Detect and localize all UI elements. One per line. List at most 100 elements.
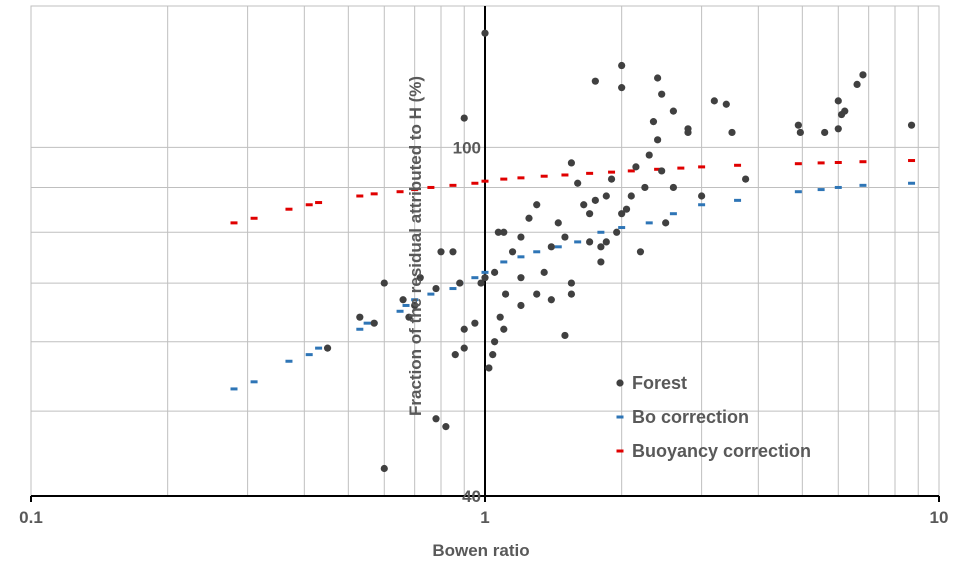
x-tick-label: 0.1 [19, 508, 43, 527]
forest-point [632, 163, 640, 171]
forest-point [574, 179, 582, 187]
forest-point [622, 205, 631, 213]
axes [30, 6, 940, 502]
forest-point [658, 167, 666, 175]
forest-point [567, 290, 576, 298]
forest-point [618, 210, 626, 218]
forest-point [662, 219, 670, 227]
forest-point [580, 201, 588, 209]
forest-point [669, 183, 677, 192]
forest-point [796, 128, 804, 137]
forest-point [501, 290, 510, 298]
forest-point [399, 296, 407, 304]
forest-point [834, 125, 842, 133]
forest-point [481, 29, 489, 37]
forest-point [837, 110, 846, 119]
forest-point [613, 228, 621, 236]
forest-point [658, 90, 666, 98]
legend-label-buoyancy-correction: Buoyancy correction [632, 441, 811, 461]
forest-point [432, 415, 440, 423]
forest-point [477, 279, 485, 287]
forest-point [500, 228, 508, 236]
forest-point [561, 233, 569, 241]
forest-point [654, 74, 662, 82]
forest-point [416, 274, 424, 282]
forest-point [370, 319, 378, 327]
forest-point [567, 159, 576, 167]
y-axis-title: Fraction of the residual attributed to H… [406, 76, 425, 416]
forest-point [533, 201, 541, 209]
forest-point [669, 107, 677, 115]
forest-point [451, 351, 459, 359]
legend: Forest Bo correction Buoyancy correction [616, 373, 811, 461]
forest-point [607, 175, 616, 183]
forest-point [491, 268, 499, 276]
forest-point [561, 331, 569, 340]
tick-labels: 0.1 1 10 40 100 [19, 138, 948, 527]
legend-marker-forest [616, 379, 624, 387]
forest-point [411, 301, 419, 310]
legend-label-bo-correction: Bo correction [632, 407, 749, 427]
forest-point [380, 464, 388, 473]
forest-point [591, 196, 599, 204]
forest-point [460, 325, 468, 333]
forest-point [567, 279, 576, 287]
forest-point [323, 344, 332, 352]
forest-point [432, 284, 440, 293]
forest-point [496, 313, 504, 321]
forest-point [586, 238, 594, 246]
forest-point [602, 238, 610, 246]
forest-point [460, 114, 468, 122]
forest-point [586, 210, 594, 218]
forest-point [859, 71, 867, 79]
series-bo-correction [230, 181, 916, 391]
x-tick-label: 10 [930, 508, 949, 527]
forest-point [547, 296, 555, 304]
forest-point [437, 248, 445, 256]
legend-label-forest: Forest [632, 373, 687, 393]
forest-point [449, 248, 457, 256]
forest-point [636, 248, 645, 256]
series-forest [323, 29, 916, 473]
chart-marks [230, 29, 916, 473]
forest-point [494, 228, 502, 236]
forest-point [508, 248, 517, 256]
forest-point [627, 192, 635, 200]
forest-point [547, 243, 555, 251]
forest-point [517, 233, 525, 241]
forest-point [853, 80, 861, 88]
forest-point [525, 214, 533, 222]
forest-point [540, 268, 548, 276]
forest-point [597, 258, 605, 266]
forest-point [649, 118, 658, 126]
forest-point [722, 100, 730, 108]
forest-point [834, 97, 842, 105]
forest-point [821, 128, 829, 137]
forest-point [591, 77, 599, 85]
forest-point [554, 219, 562, 227]
forest-point [710, 97, 718, 105]
forest-point [517, 301, 525, 310]
forest-point [684, 125, 692, 133]
y-tick-label: 40 [462, 487, 481, 506]
forest-point [405, 313, 413, 321]
y-tick-label: 100 [453, 138, 481, 157]
forest-point [481, 274, 489, 282]
forest-point [485, 364, 493, 372]
forest-point [456, 279, 464, 287]
forest-point [645, 151, 653, 159]
forest-point [471, 319, 479, 327]
x-axis-title: Bowen ratio [432, 541, 529, 560]
forest-point [794, 121, 802, 129]
forest-point [460, 344, 468, 352]
forest-point [442, 423, 450, 431]
series-buoyancy-correction [230, 159, 916, 225]
forest-point [491, 338, 499, 346]
x-tick-label: 1 [480, 508, 489, 527]
forest-point [380, 279, 388, 287]
forest-point [489, 351, 497, 359]
forest-point [654, 136, 662, 144]
forest-point [533, 290, 541, 298]
forest-point [698, 192, 706, 200]
